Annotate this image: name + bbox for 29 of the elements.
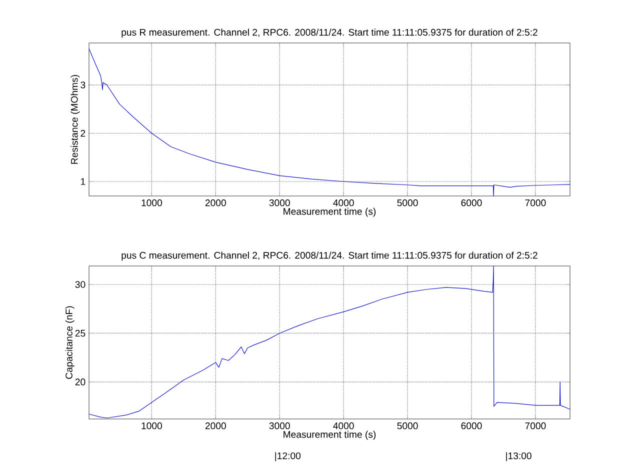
x-axis-title: Measurement time (s) bbox=[284, 208, 376, 217]
x-tick-label: 1000 bbox=[142, 199, 162, 206]
x-axis-title: Measurement time (s) bbox=[284, 430, 376, 440]
y-axis-title: Resistance (MOhms) bbox=[70, 75, 80, 164]
x-tick-label: 5000 bbox=[397, 199, 418, 206]
x-tick-label: 3000 bbox=[269, 199, 290, 206]
x-tick-label: 6000 bbox=[461, 199, 482, 206]
y-tick-label: 2 bbox=[80, 130, 86, 137]
x-tick-label: 5000 bbox=[397, 422, 418, 430]
y-axis-title: Capacitance (nF) bbox=[65, 306, 74, 379]
x-tick-label: 7000 bbox=[525, 199, 546, 206]
chart-title: pus R measurement. Channel 2, RPC6. 2008/11/24. Start time 11:11:05.9375 for duration of 2:5:2 bbox=[122, 28, 538, 38]
x-tick-label: 2000 bbox=[205, 199, 226, 206]
x-tick-label: 7000 bbox=[525, 422, 546, 430]
y-tick-label: 20 bbox=[75, 378, 86, 386]
x-tick-label: 4000 bbox=[333, 199, 354, 206]
x-tick-label: 6000 bbox=[461, 422, 482, 430]
x-tick-label: 1000 bbox=[142, 422, 162, 430]
y-tick-label: 3 bbox=[80, 82, 86, 88]
x-tick-label: 4000 bbox=[333, 422, 354, 430]
text: |13:00 bbox=[506, 452, 532, 462]
y-tick-label: 1 bbox=[81, 178, 86, 185]
line-series bbox=[88, 266, 570, 418]
y-tick-label: 30 bbox=[75, 281, 86, 288]
x-tick-label: 2000 bbox=[205, 422, 226, 430]
text: |12:00 bbox=[275, 452, 301, 462]
chart-title: pus C measurement. Channel 2, RPC6. 2008/11/24. Start time 11:11:05.9375 for duration of 2:5:2 bbox=[122, 252, 538, 261]
x-tick-label: 3000 bbox=[269, 422, 290, 430]
y-tick-label: 25 bbox=[75, 330, 86, 337]
